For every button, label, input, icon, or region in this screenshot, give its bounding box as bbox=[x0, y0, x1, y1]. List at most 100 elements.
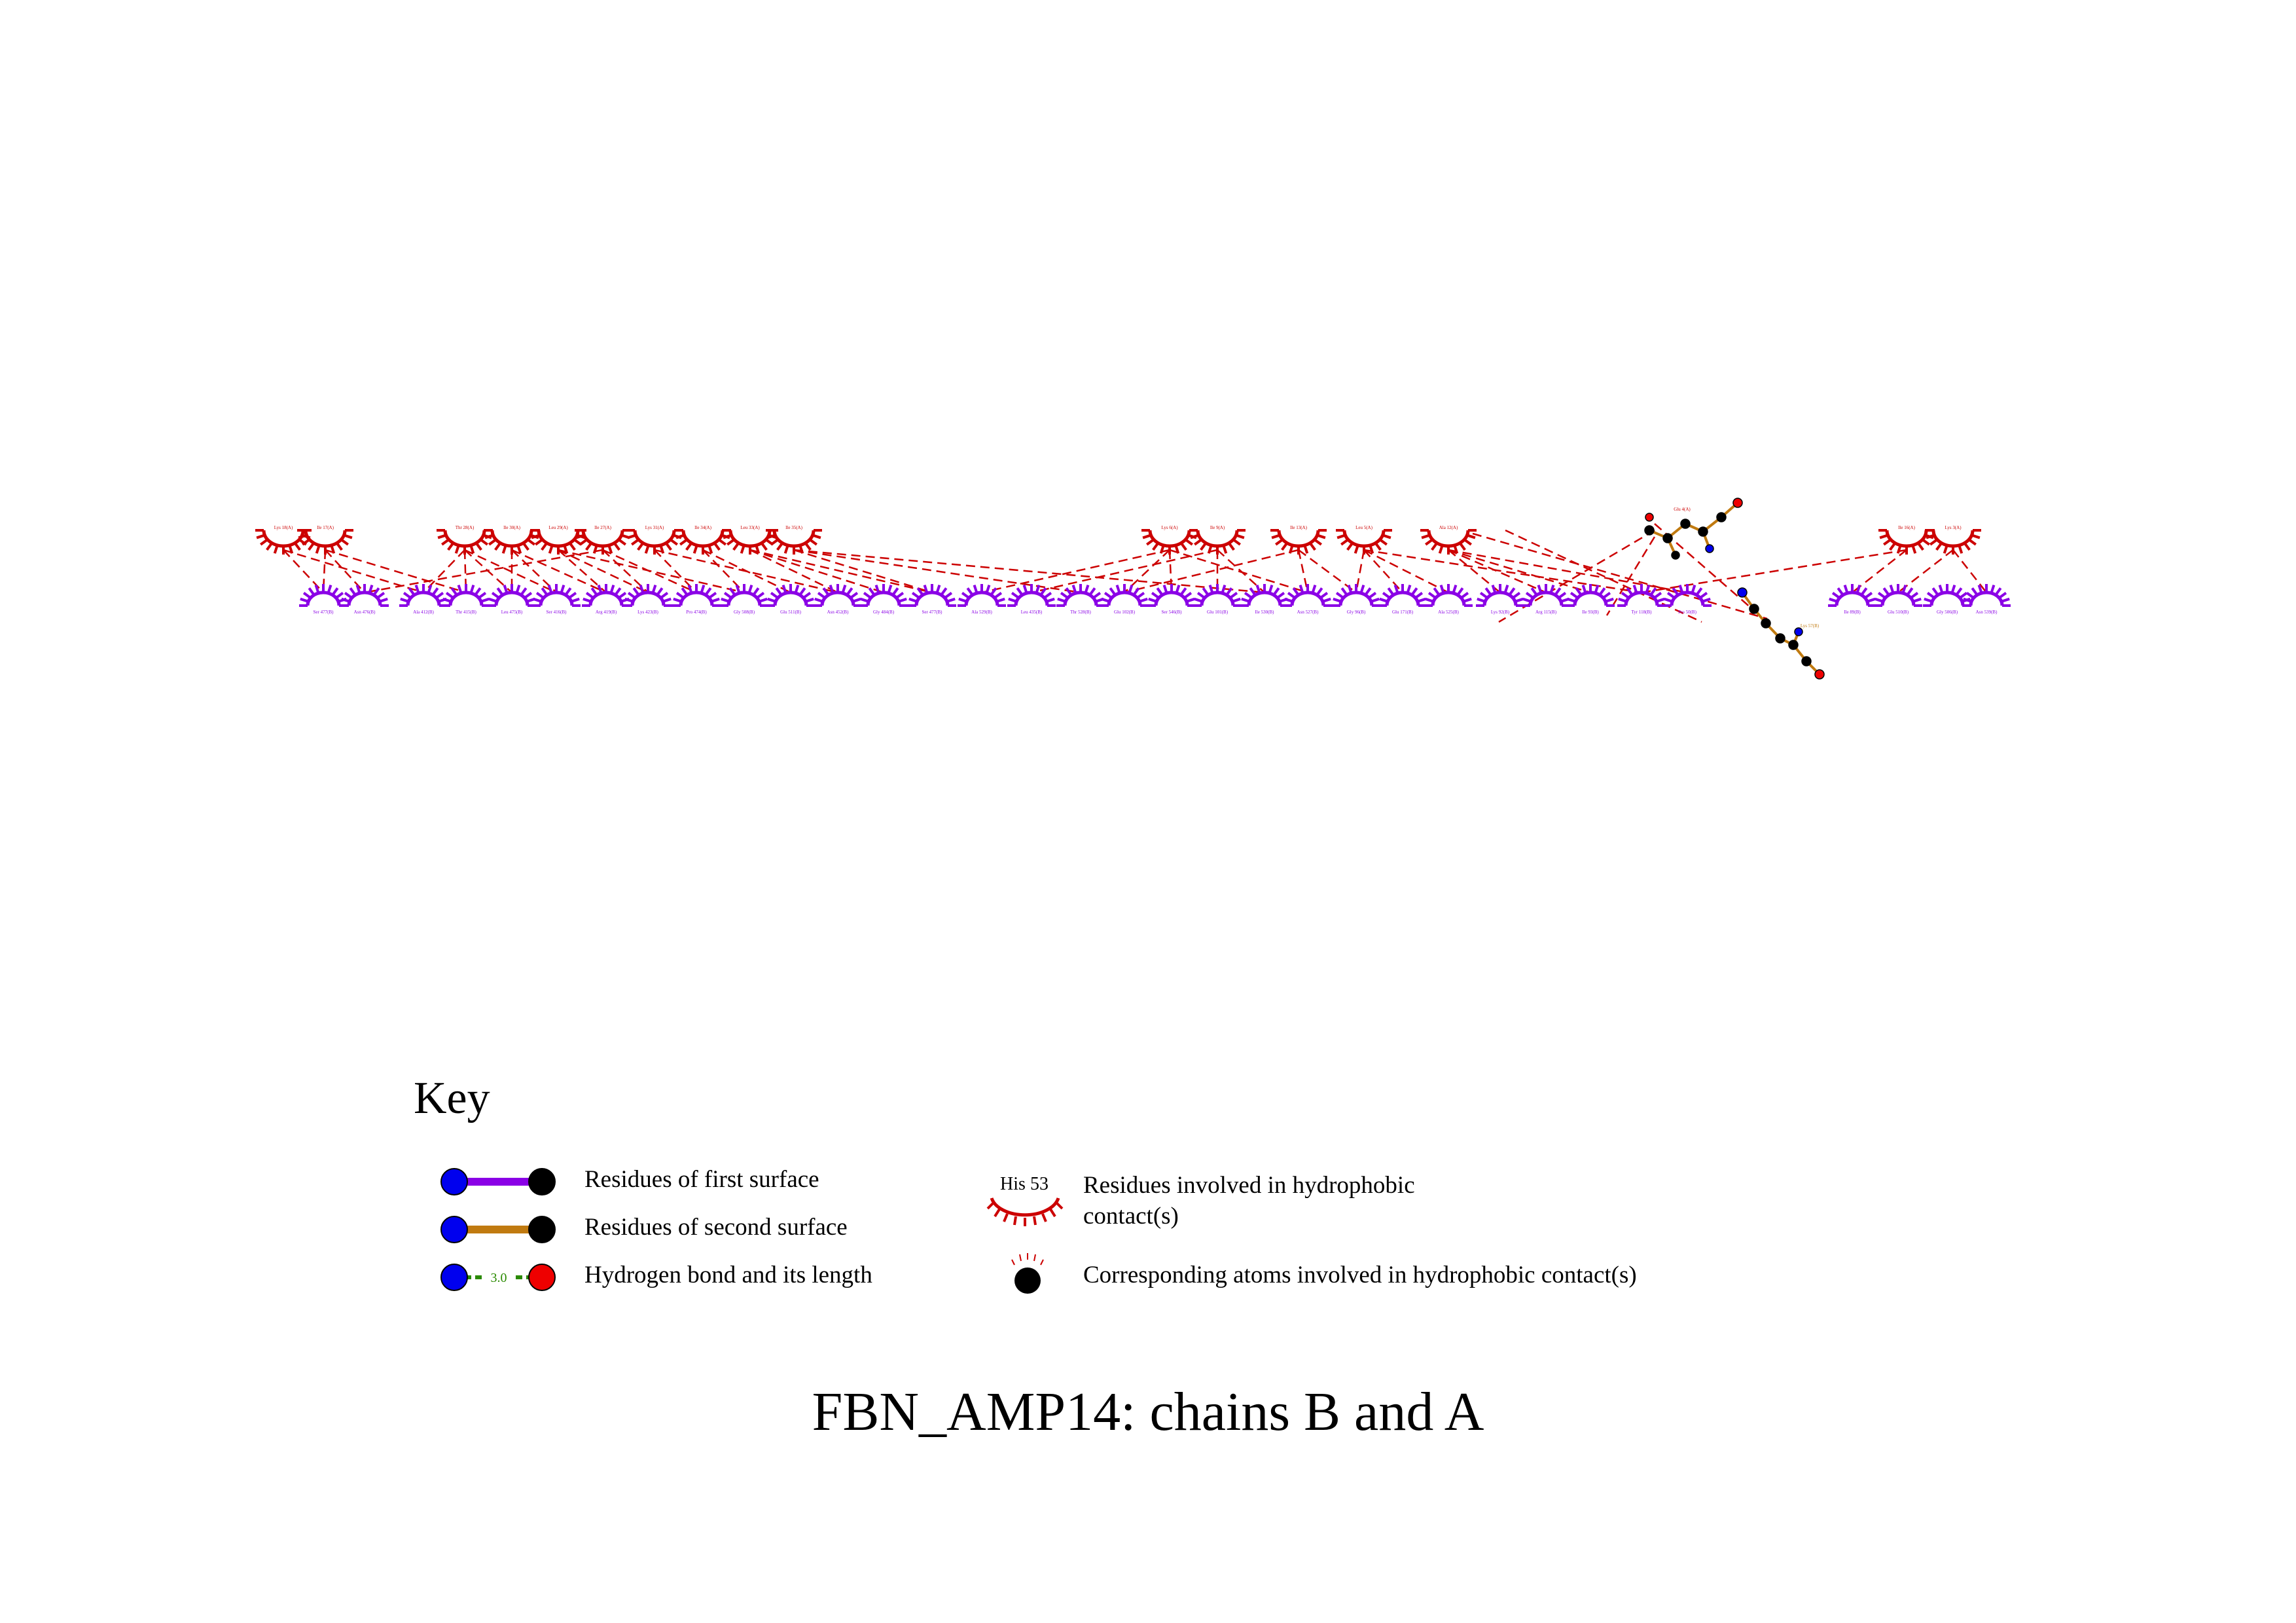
chain-a-residue-label: Leu 29(A) bbox=[548, 525, 568, 530]
contact-line-40 bbox=[464, 549, 557, 594]
chain-b-residue: Gly 96(B) bbox=[1332, 584, 1380, 615]
chain-b-residue: Pro 474(B) bbox=[672, 584, 721, 615]
contact-line-43 bbox=[793, 549, 1265, 594]
chain-a-residue-label: Ile 30(A) bbox=[503, 525, 521, 530]
chain-b-residue-label: Glu 101(B) bbox=[1207, 610, 1229, 615]
chain-b-residue: Pro 50(B) bbox=[1663, 584, 1712, 615]
contact-line-12 bbox=[558, 549, 649, 594]
chain-b-residue: Ile 530(B) bbox=[1240, 584, 1289, 615]
lys-atom bbox=[1749, 604, 1759, 614]
chain-b-residue-label: Glu 510(B) bbox=[1888, 610, 1909, 615]
chain-a-residue: Ile 35(A) bbox=[766, 525, 822, 555]
contact-line-20 bbox=[793, 549, 933, 594]
chain-b-residue-label: Asn 476(B) bbox=[354, 610, 376, 615]
glu-atom bbox=[1644, 525, 1655, 536]
second-surface-symbol bbox=[440, 1216, 556, 1243]
chain-a-residue-label: Ile 13(A) bbox=[1290, 525, 1308, 530]
contact-line-11 bbox=[558, 549, 607, 593]
chain-b-residue-label: Thr 528(B) bbox=[1070, 610, 1091, 615]
chain-b-residue-label: Pro 50(B) bbox=[1678, 610, 1696, 615]
contact-line-36 bbox=[1641, 549, 1907, 594]
chain-b-residue-label: Ile 530(B) bbox=[1255, 610, 1275, 615]
contact-line-28 bbox=[1297, 549, 1309, 593]
hbond-symbol: 3.0 bbox=[440, 1264, 556, 1291]
chain-b-residue-label: Asn 527(B) bbox=[1297, 610, 1319, 615]
glu-atom bbox=[1645, 513, 1654, 522]
page-title: FBN_AMP14: chains B and A bbox=[812, 1381, 1484, 1442]
chain-b-residue: Glu 510(B) bbox=[1874, 584, 1922, 615]
chain-a-residue-label: Ile 17(A) bbox=[317, 525, 334, 530]
chain-b-residue: Tyr 118(B) bbox=[1617, 584, 1666, 615]
lys-atom bbox=[1761, 618, 1771, 629]
chain-a-residue-label: Lys 3(A) bbox=[1945, 525, 1962, 530]
chain-a-residue: Ile 13(A) bbox=[1270, 525, 1327, 555]
chain-b-residue: Leu 435(B) bbox=[1007, 584, 1056, 615]
corresponding-atoms-label: Corresponding atoms involved in hydropho… bbox=[1083, 1262, 1637, 1288]
contact-line-24 bbox=[981, 549, 1170, 594]
interaction-diagram: Lys 18(A) Ile 17(A) Thr 28(A) Ile 30(A) Leu … bbox=[255, 498, 2011, 680]
glu-atom bbox=[1671, 551, 1680, 560]
glu-atom bbox=[1662, 533, 1673, 543]
chain-b-residue: Glu 102(B) bbox=[1100, 584, 1149, 615]
chain-b-residue: Ser 416(B) bbox=[532, 584, 581, 615]
chain-b-residue-label: Leu 475(B) bbox=[501, 610, 523, 615]
chain-a-residue-label: Leu 5(A) bbox=[1355, 525, 1373, 530]
chain-a-residue: Ile 9(A) bbox=[1189, 525, 1246, 555]
contact-line-35 bbox=[1448, 549, 1688, 594]
chain-a-residue-label: Ile 34(A) bbox=[694, 525, 712, 530]
chain-b-residue-label: Ala 529(B) bbox=[971, 610, 992, 615]
contact-line-18 bbox=[749, 549, 838, 594]
chain-b-residue-label: Asn 539(B) bbox=[1976, 610, 1998, 615]
lys-atom bbox=[1737, 587, 1748, 598]
chain-a-residues: Lys 18(A) Ile 17(A) Thr 28(A) Ile 30(A) Leu … bbox=[255, 525, 1981, 555]
contact-line-50 bbox=[1169, 549, 1308, 594]
key-title: Key bbox=[414, 1073, 490, 1123]
chain-b-residue-label: Lys 92(B) bbox=[1491, 610, 1510, 615]
hydrophobic-atom-symbol bbox=[1011, 1253, 1044, 1294]
chain-a-residue-label: Ala 12(A) bbox=[1439, 525, 1458, 530]
chain-b-residue: Glu 511(B) bbox=[766, 584, 815, 615]
hbond-length-label: 3.0 bbox=[491, 1271, 507, 1285]
chain-b-residue-label: Ser 416(B) bbox=[547, 610, 567, 615]
chain-b-residue: Asn 476(B) bbox=[340, 584, 389, 615]
chain-a-residue-label: Lys 6(A) bbox=[1161, 525, 1178, 530]
chain-b-residue-label: Ser 477(B) bbox=[922, 610, 943, 615]
contact-line-44 bbox=[1124, 549, 1299, 594]
first-surface-label: Residues of first surface bbox=[584, 1166, 819, 1193]
chain-b-residue: Ser 546(B) bbox=[1147, 584, 1196, 615]
lys-atom bbox=[1794, 627, 1803, 636]
lys-atom bbox=[1814, 669, 1825, 680]
chain-b-residue-label: Ser 546(B) bbox=[1162, 610, 1183, 615]
hydrophobic-label-line2: contact(s) bbox=[1083, 1203, 1179, 1230]
contact-line-45 bbox=[364, 549, 603, 594]
contact-line-46 bbox=[749, 549, 933, 594]
contact-line-49 bbox=[1448, 549, 1591, 594]
chain-b-residue-label: Glu 511(B) bbox=[780, 610, 801, 615]
chain-b-residue-label: Ala 412(B) bbox=[413, 610, 434, 615]
ligand-contact-line-4 bbox=[1472, 532, 1768, 620]
contact-line-4 bbox=[325, 549, 467, 594]
chain-b-residue: Lys 92(B) bbox=[1476, 584, 1524, 615]
chain-b-residue: Glu 171(B) bbox=[1378, 584, 1427, 615]
chain-b-residue: Ile 93(B) bbox=[1566, 584, 1615, 615]
glu-atom bbox=[1680, 519, 1691, 529]
contact-line-39 bbox=[1952, 549, 1987, 593]
contact-line-29 bbox=[1298, 549, 1357, 594]
contact-line-47 bbox=[283, 549, 424, 594]
chain-b-residue-label: Gly 508(B) bbox=[734, 610, 755, 615]
chain-b-residue-label: Pro 474(B) bbox=[686, 610, 707, 615]
chain-b-residue-label: Gly 484(B) bbox=[873, 610, 895, 615]
chain-b-residue-label: Tyr 118(B) bbox=[1632, 610, 1653, 615]
glu-atom bbox=[1698, 526, 1708, 537]
chain-a-residue-label: Thr 28(A) bbox=[456, 525, 475, 530]
chain-b-residue-label: Arg 419(B) bbox=[596, 610, 617, 615]
chain-a-residue-label: Lys 18(A) bbox=[274, 525, 293, 530]
second-surface-label: Residues of second surface bbox=[584, 1214, 848, 1241]
chain-b-residue: Leu 475(B) bbox=[488, 584, 536, 615]
chain-b-residue-label: Leu 435(B) bbox=[1021, 610, 1043, 615]
chain-b-residue: Ser 477(B) bbox=[908, 584, 956, 615]
chain-a-residue: Ile 16(A) bbox=[1878, 525, 1935, 555]
chain-b-residue: Lys 423(B) bbox=[624, 584, 672, 615]
chain-b-residues: Ser 477(B) Asn 476(B) Ala 412(B) Thr 415(B)… bbox=[299, 584, 2011, 615]
contact-line-10 bbox=[511, 549, 607, 594]
